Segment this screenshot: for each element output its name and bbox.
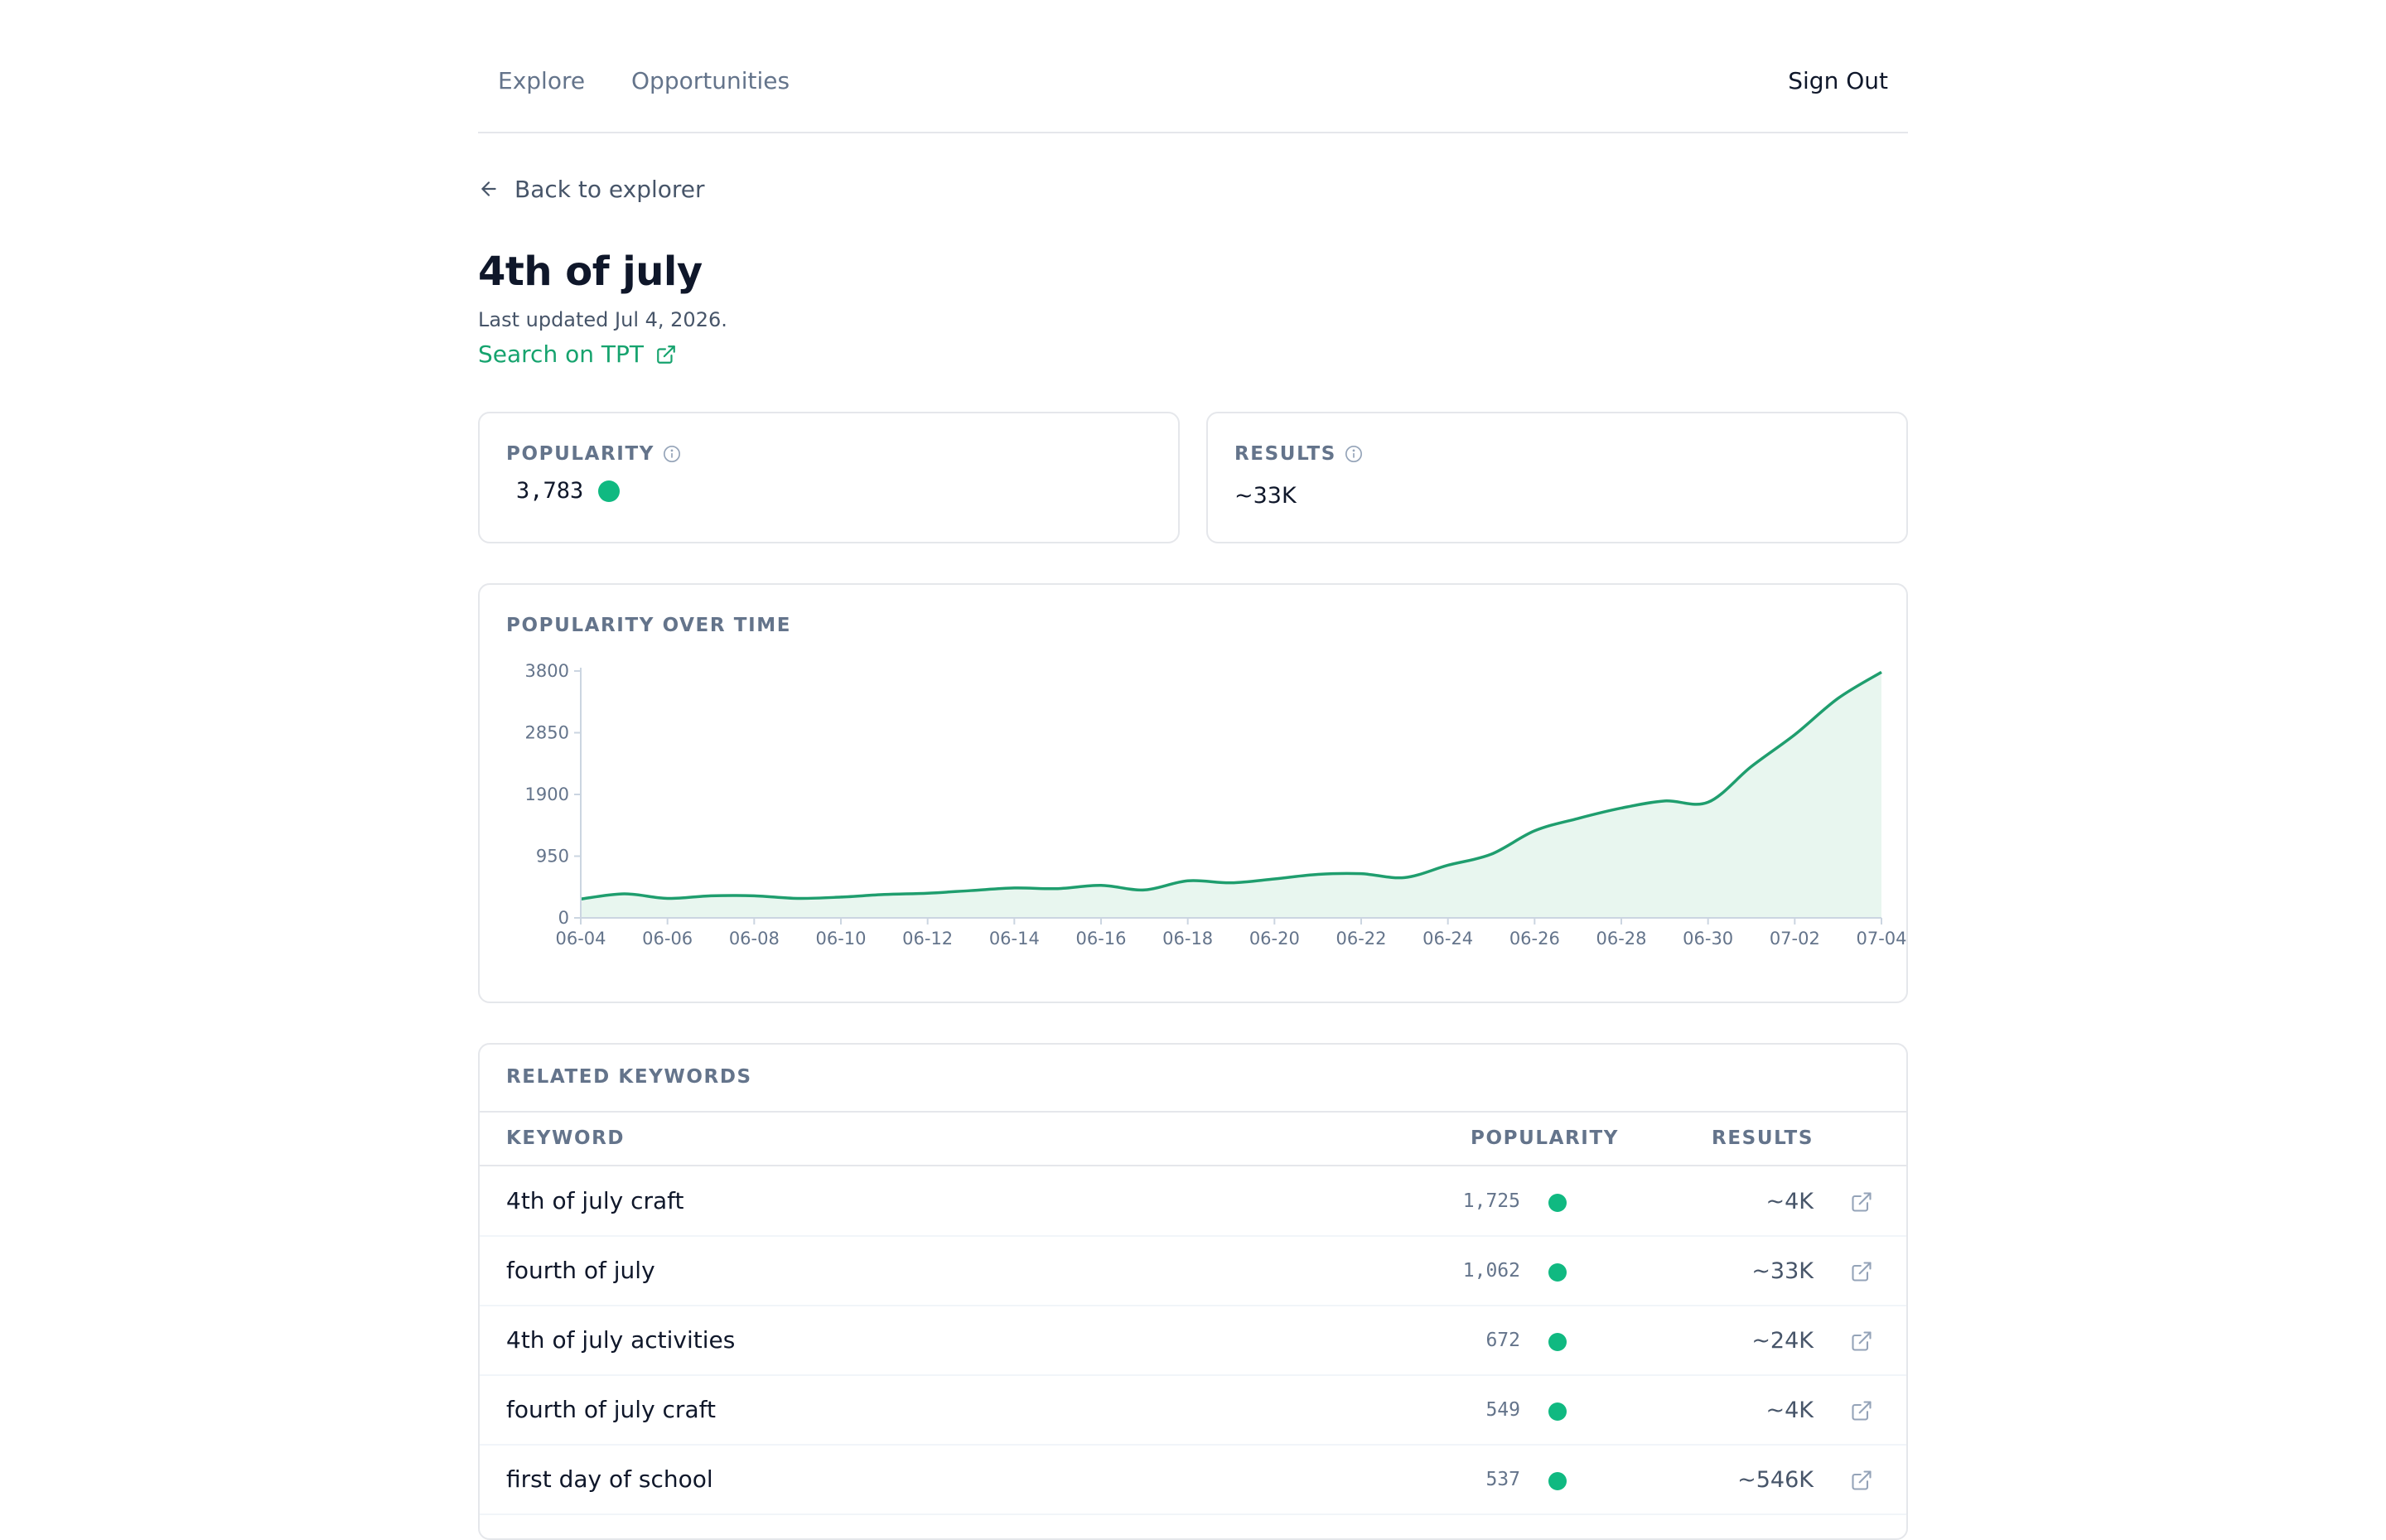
popularity-status-dot <box>1548 1263 1567 1282</box>
table-header: KEYWORD POPULARITY RESULTS <box>480 1111 1906 1166</box>
chart-x-tick-label: 06-28 <box>1596 929 1646 949</box>
chart-x-tick-label: 06-06 <box>642 929 693 949</box>
popularity-value: 3,783 <box>516 478 584 504</box>
chart-x-tick-label: 06-18 <box>1162 929 1213 949</box>
chart-x-tick-label: 06-24 <box>1422 929 1473 949</box>
results-cell: ~24K <box>1751 1328 1814 1354</box>
chart-x-tick-label: 06-30 <box>1683 929 1733 949</box>
popularity-cell: 549 <box>1485 1399 1520 1421</box>
table-row[interactable]: 4th of july craft 1,725 ~4K <box>480 1167 1906 1237</box>
popularity-card: POPULARITY 3,783 <box>478 412 1180 543</box>
related-keywords-card: RELATED KEYWORDS KEYWORD POPULARITY RESU… <box>478 1043 1908 1540</box>
chart-x-tick-label: 06-14 <box>989 929 1040 949</box>
chart-area-fill <box>581 672 1881 918</box>
external-link-icon[interactable] <box>1850 1190 1873 1214</box>
table-row[interactable]: first day of school 537 ~546K <box>480 1446 1906 1515</box>
results-cell: ~4K <box>1765 1189 1814 1214</box>
info-icon[interactable] <box>1345 445 1363 463</box>
chart-x-tick-label: 06-22 <box>1335 929 1386 949</box>
nav-explore-link[interactable]: Explore <box>498 67 586 94</box>
chart-x-tick-label: 07-02 <box>1770 929 1820 949</box>
popularity-chart-card: POPULARITY OVER TIME 0 950 1900 2850 3800 06-… <box>478 583 1908 1003</box>
arrow-left-icon <box>481 181 496 196</box>
results-cell: ~33K <box>1751 1258 1814 1284</box>
chart-x-tick-label: 06-26 <box>1509 929 1560 949</box>
last-updated-text: Last updated Jul 4, 2026. <box>478 308 727 331</box>
nav-opportunities-link[interactable]: Opportunities <box>631 67 790 94</box>
popularity-status-dot <box>1548 1194 1567 1212</box>
chart-y-tick-label: 2850 <box>525 723 569 743</box>
popularity-cell: 1,725 <box>1462 1190 1520 1212</box>
search-on-tpt-link[interactable]: Search on TPT <box>478 340 677 369</box>
external-link-icon[interactable] <box>1850 1260 1873 1283</box>
popularity-status-dot <box>598 480 621 502</box>
popularity-cell: 672 <box>1485 1330 1520 1351</box>
chart-x-tick-label: 06-16 <box>1075 929 1126 949</box>
popularity-status-dot <box>1548 1402 1567 1421</box>
results-cell: ~4K <box>1765 1398 1814 1423</box>
table-row[interactable]: fourth of july craft 549 ~4K <box>480 1376 1906 1446</box>
popularity-label-row: POPULARITY <box>506 443 681 465</box>
external-link-icon <box>657 345 675 364</box>
related-keywords-title: RELATED KEYWORDS <box>506 1066 752 1088</box>
popularity-cell: 1,062 <box>1462 1260 1520 1282</box>
top-nav: Explore Opportunities Sign Out <box>478 0 1908 133</box>
column-keyword[interactable]: KEYWORD <box>506 1127 625 1149</box>
info-icon[interactable] <box>663 445 681 463</box>
external-link-icon[interactable] <box>1850 1469 1873 1492</box>
back-to-explorer-link[interactable]: Back to explorer <box>478 174 705 204</box>
table-row[interactable]: fourth of july 1,062 ~33K <box>480 1237 1906 1306</box>
keyword-cell[interactable]: first day of school <box>506 1465 713 1493</box>
chart-x-tick-label: 06-08 <box>729 929 780 949</box>
popularity-value-row: 3,783 <box>516 478 621 504</box>
popularity-cell: 537 <box>1485 1469 1520 1490</box>
chart-y-tick-label: 1900 <box>525 784 569 804</box>
table-row[interactable]: 4th of july activities 672 ~24K <box>480 1306 1906 1376</box>
keyword-cell[interactable]: 4th of july activities <box>506 1326 736 1354</box>
chart-x-tick-label: 06-12 <box>902 929 953 949</box>
popularity-chart: 0 950 1900 2850 3800 06-04 06-06 06-08 06-10 06-1… <box>525 661 1907 949</box>
popularity-label: POPULARITY <box>506 443 655 465</box>
chart-title: POPULARITY OVER TIME <box>506 615 792 636</box>
chart-y-tick-label: 0 <box>558 908 569 928</box>
popularity-status-dot <box>1548 1333 1567 1351</box>
keyword-cell[interactable]: fourth of july craft <box>506 1396 716 1423</box>
results-value: ~33K <box>1234 483 1297 509</box>
sign-out-button[interactable]: Sign Out <box>1788 67 1888 94</box>
external-link-icon[interactable] <box>1850 1399 1873 1422</box>
results-label-row: RESULTS <box>1234 443 1363 465</box>
external-link-icon[interactable] <box>1850 1330 1873 1353</box>
chart-x-tick-label: 07-04 <box>1856 929 1906 949</box>
results-card: RESULTS ~33K <box>1206 412 1908 543</box>
popularity-status-dot <box>1548 1472 1567 1490</box>
page: Explore Opportunities Sign Out Back to e… <box>478 0 1908 1540</box>
back-label: Back to explorer <box>514 175 705 203</box>
search-on-tpt-label: Search on TPT <box>478 340 644 368</box>
chart-y-tick-label: 3800 <box>525 661 569 681</box>
keyword-cell[interactable]: fourth of july <box>506 1257 655 1284</box>
results-label: RESULTS <box>1234 443 1336 465</box>
chart-x-tick-label: 06-10 <box>815 929 866 949</box>
column-results[interactable]: RESULTS <box>1712 1127 1814 1149</box>
chart-x-tick-label: 06-04 <box>555 929 606 949</box>
page-title: 4th of july <box>478 249 703 295</box>
column-popularity[interactable]: POPULARITY <box>1471 1127 1620 1149</box>
chart-y-tick-label: 950 <box>536 847 569 867</box>
chart-x-tick-label: 06-20 <box>1249 929 1300 949</box>
results-cell: ~546K <box>1737 1467 1814 1493</box>
chart-series-line <box>580 670 1882 900</box>
keyword-cell[interactable]: 4th of july craft <box>506 1187 684 1214</box>
